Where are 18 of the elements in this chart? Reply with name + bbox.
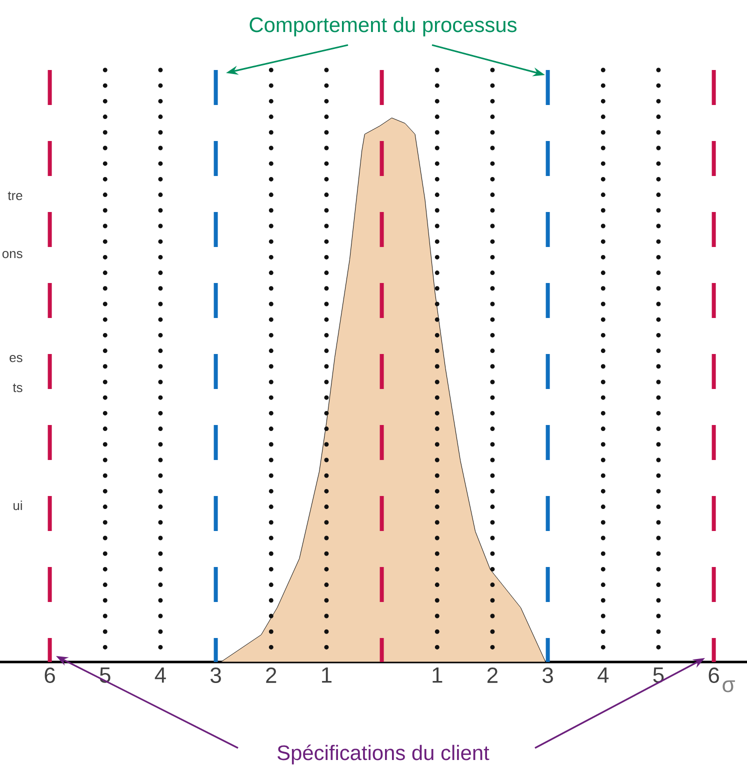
x-tick-label: 6	[708, 668, 719, 684]
x-tick-label: 6	[44, 668, 55, 684]
x-tick-label: 3	[210, 668, 221, 684]
x-tick-label: 2	[266, 668, 276, 683]
annotation: ons	[2, 251, 22, 258]
x-tick-label: 2	[487, 668, 498, 683]
x-tick-label: 3	[542, 668, 553, 684]
annotation: ts	[12, 384, 22, 392]
annotation: ui	[14, 500, 22, 510]
x-tick-label: 1	[322, 668, 332, 683]
x-tick-label: 4	[154, 668, 166, 683]
annotation: tre	[8, 192, 22, 200]
chart-title: Comportement du processus	[250, 16, 517, 36]
text: Spécifications du client	[278, 744, 490, 764]
x-axis-title: σ	[722, 680, 735, 692]
x-tick-label: 4	[598, 668, 609, 683]
x-tick-label: 1	[432, 668, 442, 683]
annotation: es	[10, 355, 22, 362]
